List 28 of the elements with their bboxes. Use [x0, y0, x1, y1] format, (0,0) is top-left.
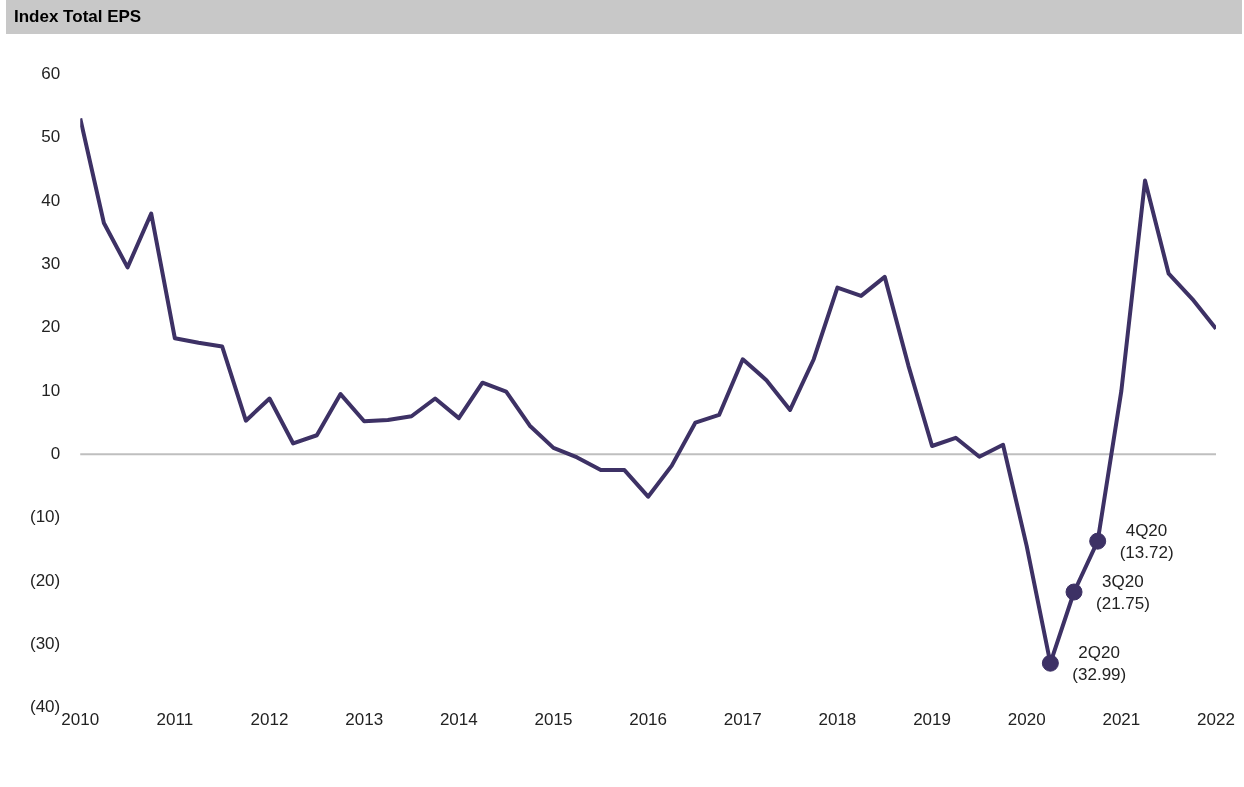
x-tick-label: 2022 — [1197, 710, 1235, 730]
x-tick-label: 2011 — [156, 710, 194, 730]
x-tick-label: 2020 — [1007, 710, 1046, 730]
x-tick-label: 2010 — [61, 710, 100, 730]
x-tick-label: 2012 — [250, 710, 289, 730]
x-tick-label: 2016 — [629, 710, 668, 730]
y-tick-label: (40) — [30, 697, 61, 717]
annotation: 2Q20 (32.99) — [1072, 642, 1127, 684]
x-tick-label: 2018 — [818, 710, 857, 730]
annotation: 4Q20 (13.72) — [1119, 520, 1174, 562]
y-tick-label: 0 — [50, 443, 61, 463]
y-tick-label: 10 — [41, 380, 61, 400]
annotation: 3Q20 (21.75) — [1096, 571, 1150, 613]
chart-title: Index Total EPS — [6, 0, 1242, 34]
y-tick-label: (30) — [30, 633, 61, 653]
y-tick-label: (20) — [30, 570, 61, 590]
y-tick-label: 40 — [41, 190, 61, 210]
y-tick-label: 50 — [41, 127, 61, 147]
x-tick-label: 2017 — [723, 710, 762, 730]
y-tick-label: (10) — [30, 507, 61, 527]
y-tick-label: 30 — [41, 253, 61, 273]
y-tick-label: 20 — [41, 317, 61, 337]
y-tick-label: 60 — [41, 63, 61, 83]
x-tick-label: 2014 — [439, 710, 478, 730]
x-tick-label: 2021 — [1102, 710, 1141, 730]
x-tick-label: 2019 — [913, 710, 951, 730]
x-tick-label: 2013 — [345, 710, 384, 730]
x-tick-label: 2015 — [534, 710, 573, 730]
